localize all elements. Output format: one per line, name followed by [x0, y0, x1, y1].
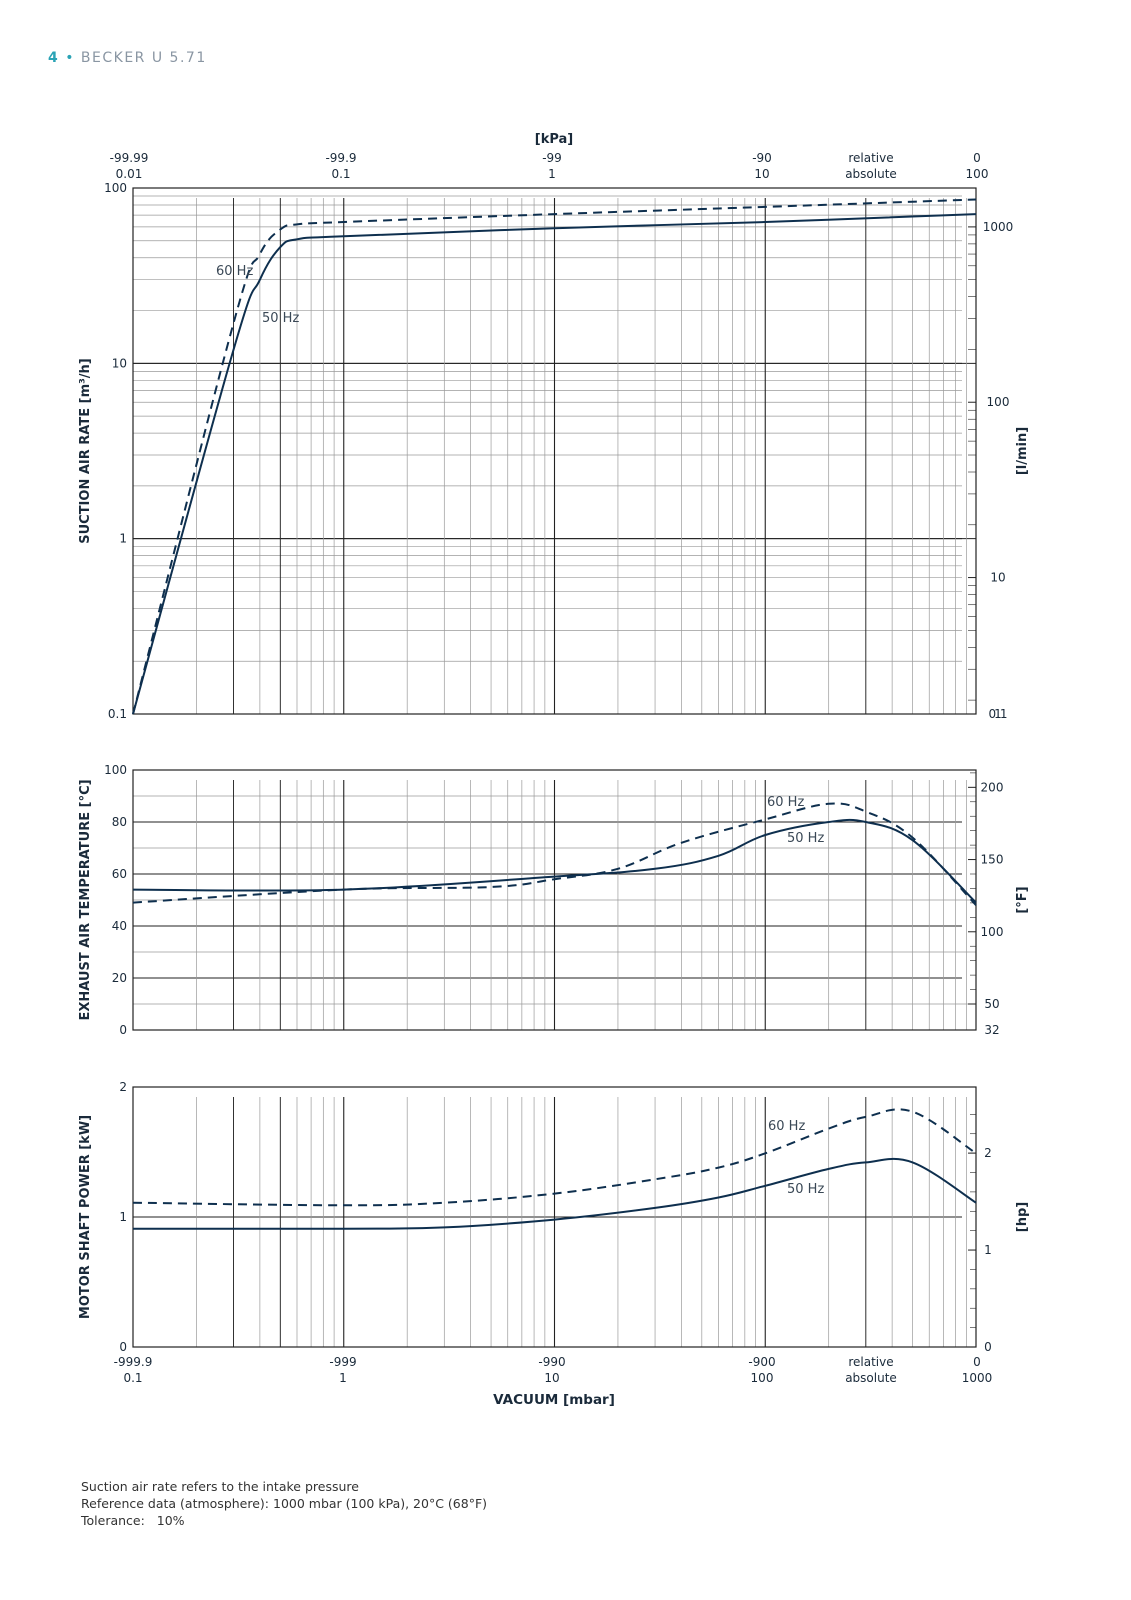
- top-tick-relative: 0: [973, 151, 981, 165]
- top-tick-relative: relative: [848, 151, 893, 165]
- right-axis-label: [l/min]: [1015, 427, 1030, 475]
- footnote-reference: Reference data (atmosphere): 1000 mbar (…: [81, 1496, 488, 1511]
- product-name: BECKER U 5.71: [80, 50, 207, 66]
- right-tick-label: 100: [987, 395, 1010, 409]
- y-tick-label: 100: [104, 181, 127, 195]
- top-tick-absolute: 10: [754, 167, 769, 181]
- right-tick-label: 2: [984, 1146, 992, 1160]
- vertical-gridlines: [196, 780, 967, 1030]
- right-axis: 200 150 100 50 32: [968, 772, 1004, 1037]
- right-tick-label: 1: [984, 1243, 992, 1257]
- right-tick-label: 50: [984, 997, 999, 1011]
- series-line-60hz: [132, 198, 977, 715]
- series-label: 60 Hz: [216, 264, 253, 279]
- vertical-gridlines: [196, 198, 967, 714]
- series-line-50hz: [132, 213, 977, 715]
- y-tick-label: 20: [112, 971, 127, 985]
- y-tick-label: 10: [112, 356, 127, 370]
- bottom-tick-relative: -999: [329, 1355, 356, 1369]
- y-tick-label: 40: [112, 919, 127, 933]
- vertical-gridlines: [196, 1097, 967, 1347]
- page-header: 4 • BECKER U 5.71: [48, 50, 207, 66]
- right-tick-label: 1000: [983, 220, 1014, 234]
- series-label: 50 Hz: [787, 1182, 824, 1197]
- top-tick-relative: -99.99: [110, 151, 149, 165]
- y-tick-label: 100: [104, 763, 127, 777]
- bottom-tick-absolute: 10: [544, 1371, 559, 1385]
- right-tick-label: 1: [994, 707, 1002, 721]
- footnotes: Suction air rate refers to the intake pr…: [81, 1478, 487, 1529]
- y-tick-label: 2: [119, 1080, 127, 1094]
- right-tick-label: 100: [981, 925, 1004, 939]
- bottom-tick-absolute: 1: [339, 1371, 347, 1385]
- footnote-intake: Suction air rate refers to the intake pr…: [81, 1479, 359, 1494]
- bottom-tick-relative: 0: [973, 1355, 981, 1369]
- y-tick-labels: 100 80 60 40 20 0: [104, 763, 127, 1037]
- header-separator: •: [65, 50, 75, 66]
- series-label: 60 Hz: [767, 795, 804, 810]
- series-line-50hz: [132, 1157, 977, 1230]
- top-tick-relative: -90: [752, 151, 772, 165]
- series-line-60hz: [132, 802, 977, 906]
- y-tick-label: 0: [119, 1023, 127, 1037]
- series-label: 50 Hz: [262, 311, 299, 326]
- series-group: 50 Hz 60 Hz: [132, 795, 977, 906]
- y-axis-label: SUCTION AIR RATE [m³/h]: [78, 358, 93, 544]
- right-tick-label: 0.1: [988, 707, 1007, 721]
- top-tick-relative: -99.9: [325, 151, 356, 165]
- y-tick-label: 80: [112, 815, 127, 829]
- top-axis: [kPa] -99.99 0.01 -99.9 0.1 -99 1 -90 10 relative…: [110, 132, 989, 181]
- bottom-tick-relative: -900: [748, 1355, 775, 1369]
- top-tick-absolute: 0.01: [116, 167, 143, 181]
- right-tick-label: 200: [981, 780, 1004, 794]
- y-tick-label: 60: [112, 867, 127, 881]
- y-tick-labels: 100 10 1 0.1: [104, 181, 127, 721]
- bottom-tick-absolute: 100: [751, 1371, 774, 1385]
- top-tick-absolute: 1: [548, 167, 556, 181]
- top-tick-absolute: absolute: [845, 167, 897, 181]
- bottom-tick-relative: -999.9: [114, 1355, 153, 1369]
- right-axis-label: [hp]: [1015, 1202, 1030, 1232]
- series-group: 50 Hz 60 Hz: [132, 198, 977, 715]
- right-tick-label: 10: [990, 571, 1005, 585]
- footnote-tolerance: Tolerance: 10%: [81, 1513, 185, 1528]
- right-tick-label: 150: [981, 853, 1004, 867]
- x-axis-label: VACUUM [mbar]: [493, 1392, 615, 1408]
- right-tick-label: 0: [984, 1340, 992, 1354]
- bottom-tick-absolute: absolute: [845, 1371, 897, 1385]
- right-axis: 1000 100 10 10.1: [968, 220, 1013, 721]
- y-tick-label: 0: [119, 1340, 127, 1354]
- bottom-tick-relative: -990: [538, 1355, 565, 1369]
- top-tick-absolute: 100: [966, 167, 989, 181]
- y-tick-label: 0.1: [108, 707, 127, 721]
- plot-frame: [132, 1086, 977, 1348]
- series-label: 50 Hz: [787, 831, 824, 846]
- top-axis-title: [kPa]: [535, 132, 573, 147]
- plot-frame: [132, 769, 977, 1031]
- series-group: 50 Hz 60 Hz: [132, 1108, 977, 1230]
- y-tick-labels: 2 1 0: [119, 1080, 127, 1354]
- bottom-tick-absolute: 0.1: [123, 1371, 142, 1385]
- top-tick-absolute: 0.1: [331, 167, 350, 181]
- right-axis: 2 1 0: [968, 1114, 992, 1354]
- y-tick-label: 1: [119, 1210, 127, 1224]
- y-tick-label: 1: [119, 532, 127, 546]
- y-axis-label: EXHAUST AIR TEMPERATURE [°C]: [78, 779, 93, 1020]
- bottom-tick-absolute: 1000: [962, 1371, 993, 1385]
- series-label: 60 Hz: [768, 1119, 805, 1134]
- right-tick-label: 32: [984, 1023, 999, 1037]
- page-number: 4: [48, 50, 60, 66]
- plot-frame: [132, 187, 977, 715]
- series-line-60hz: [132, 1108, 977, 1207]
- bottom-tick-relative: relative: [848, 1355, 893, 1369]
- bottom-axis: -999.9 0.1 -999 1 -990 10 -900 100 relative absol…: [114, 1355, 993, 1408]
- y-axis-label: MOTOR SHAFT POWER [kW]: [78, 1115, 93, 1319]
- right-axis-label: [°F]: [1015, 886, 1030, 913]
- top-tick-relative: -99: [542, 151, 562, 165]
